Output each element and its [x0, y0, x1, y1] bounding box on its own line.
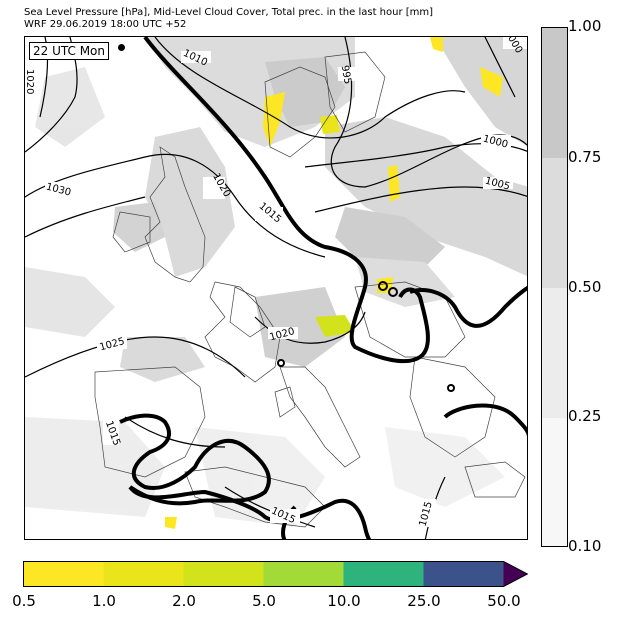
cloud-band [542, 158, 567, 288]
cloud-band [542, 288, 567, 418]
cloud-tick-label: 1.00 [568, 17, 602, 35]
weather-map: 1010 995 1000 1000 1005 1020 1020 1030 1… [24, 36, 528, 540]
valid-time-label: 22 UTC Mon [29, 42, 109, 60]
map-subtitle: WRF 29.06.2019 18:00 UTC +52 [24, 19, 187, 30]
precip-tick-label: 1.0 [92, 592, 116, 610]
isobar-label: 1020 [25, 69, 35, 94]
precip-tick-label: 0.5 [12, 592, 36, 610]
precip-tick-label: 5.0 [252, 592, 276, 610]
cloud-tick-label: 0.10 [568, 537, 602, 555]
cloud-band [542, 418, 567, 546]
location-marker [118, 44, 125, 51]
precip-tick-label: 10.0 [327, 592, 361, 610]
map-canvas: 1010 995 1000 1000 1005 1020 1020 1030 1… [25, 37, 527, 539]
precip-band [23, 561, 104, 587]
cloud-tick-label: 0.50 [568, 278, 602, 296]
map-title: Sea Level Pressure [hPa], Mid-Level Clou… [24, 7, 434, 18]
precipitation-colorbar [23, 561, 528, 587]
precip-band [263, 561, 344, 587]
precip-band [423, 561, 504, 587]
cloud-cover-colorbar [541, 27, 568, 547]
precip-band [343, 561, 424, 587]
precipitation-layer [165, 37, 503, 529]
precip-band [103, 561, 184, 587]
precip-tick-label: 25.0 [407, 592, 441, 610]
isobars [25, 37, 527, 539]
cloud-cover-layer [25, 37, 527, 527]
precip-band [183, 561, 264, 587]
cloud-band [542, 28, 567, 158]
precip-tick-label: 2.0 [172, 592, 196, 610]
isobar-label: 995 [339, 64, 353, 85]
cloud-tick-label: 0.25 [568, 407, 602, 425]
cloud-tick-label: 0.75 [568, 148, 602, 166]
precip-overflow-arrow [503, 561, 528, 587]
isobar-small-loops [277, 281, 455, 392]
precip-tick-label: 50.0 [487, 592, 521, 610]
isobar-1015-bold [119, 37, 527, 539]
